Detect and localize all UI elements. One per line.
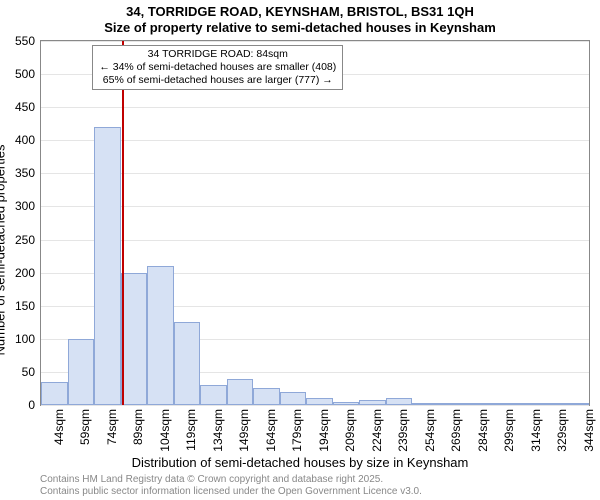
histogram-bar: [253, 388, 280, 405]
x-tick-label: 314sqm: [529, 409, 543, 452]
histogram-bar: [571, 403, 589, 405]
histogram-bar: [227, 379, 254, 405]
y-tick-label: 250: [15, 233, 41, 247]
callout-line1: 34 TORRIDGE ROAD: 84sqm: [99, 48, 336, 61]
y-tick-label: 100: [15, 332, 41, 346]
x-tick-label: 89sqm: [131, 409, 145, 445]
histogram-bar: [545, 403, 572, 405]
x-tick-label: 119sqm: [184, 409, 198, 451]
y-tick-label: 400: [15, 133, 41, 147]
y-axis-label: Number of semi-detached properties: [0, 145, 8, 356]
grid-line: [41, 405, 589, 406]
x-tick-label: 164sqm: [264, 409, 278, 452]
histogram-bar: [200, 385, 227, 405]
x-tick-label: 329sqm: [555, 409, 569, 452]
histogram-bar: [465, 403, 492, 405]
x-tick-label: 209sqm: [343, 409, 357, 452]
histogram-bar: [94, 127, 121, 405]
histogram-bar: [492, 403, 519, 405]
x-tick-label: 74sqm: [105, 409, 119, 445]
reference-line: [122, 41, 124, 405]
x-tick-label: 149sqm: [237, 409, 251, 452]
histogram-bar: [174, 322, 201, 405]
y-tick-label: 200: [15, 266, 41, 280]
x-tick-label: 344sqm: [582, 409, 596, 452]
y-tick-label: 450: [15, 100, 41, 114]
chart-title-line2: Size of property relative to semi-detach…: [0, 20, 600, 35]
histogram-bar: [121, 273, 148, 405]
credits: Contains HM Land Registry data © Crown c…: [40, 474, 422, 498]
x-tick-label: 134sqm: [211, 409, 225, 452]
credits-line2: Contains public sector information licen…: [40, 486, 422, 498]
credits-line1: Contains HM Land Registry data © Crown c…: [40, 474, 422, 486]
y-tick-label: 150: [15, 299, 41, 313]
histogram-bar: [439, 403, 466, 405]
histogram-bar: [359, 400, 386, 405]
y-tick-label: 300: [15, 199, 41, 213]
histogram-bar: [412, 403, 439, 405]
histogram-bar: [280, 392, 307, 405]
x-tick-label: 44sqm: [52, 409, 66, 445]
plot-area: 34 TORRIDGE ROAD: 84sqm ← 34% of semi-de…: [40, 40, 590, 406]
y-tick-label: 0: [28, 398, 41, 412]
x-tick-label: 104sqm: [158, 409, 172, 452]
histogram-bar: [518, 403, 545, 405]
callout-line2: ← 34% of semi-detached houses are smalle…: [99, 61, 336, 74]
chart-title-line1: 34, TORRIDGE ROAD, KEYNSHAM, BRISTOL, BS…: [0, 4, 600, 19]
y-tick-label: 550: [15, 34, 41, 48]
x-tick-label: 284sqm: [476, 409, 490, 452]
x-tick-label: 299sqm: [502, 409, 516, 452]
histogram-bar: [386, 398, 413, 405]
x-tick-label: 59sqm: [78, 409, 92, 445]
x-axis-label: Distribution of semi-detached houses by …: [132, 455, 469, 470]
chart-container: 34, TORRIDGE ROAD, KEYNSHAM, BRISTOL, BS…: [0, 0, 600, 500]
y-tick-label: 50: [22, 365, 41, 379]
histogram-bar: [306, 398, 333, 405]
x-tick-label: 224sqm: [370, 409, 384, 452]
callout-box: 34 TORRIDGE ROAD: 84sqm ← 34% of semi-de…: [92, 45, 343, 90]
y-tick-label: 500: [15, 67, 41, 81]
x-tick-label: 254sqm: [423, 409, 437, 452]
histogram-bar: [147, 266, 174, 405]
x-tick-label: 194sqm: [317, 409, 331, 452]
x-tick-label: 269sqm: [449, 409, 463, 452]
callout-line3: 65% of semi-detached houses are larger (…: [99, 74, 336, 87]
histogram-bar: [68, 339, 95, 405]
histogram-bar: [333, 402, 360, 405]
y-tick-label: 350: [15, 166, 41, 180]
x-tick-label: 179sqm: [290, 409, 304, 452]
x-tick-label: 239sqm: [396, 409, 410, 452]
histogram-bar: [41, 382, 68, 405]
